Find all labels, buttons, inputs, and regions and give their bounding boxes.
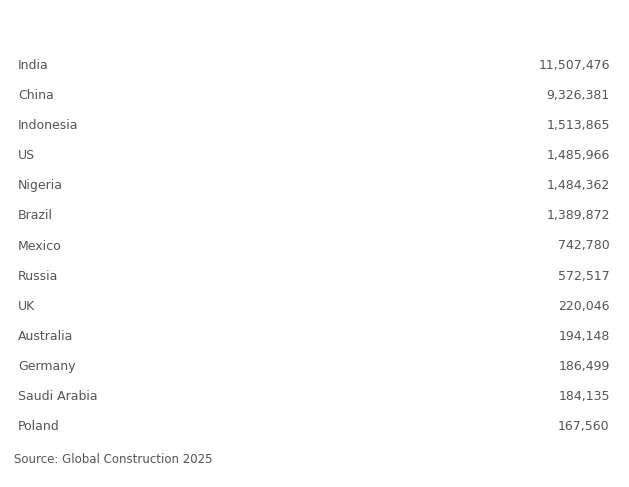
Text: Russia: Russia — [18, 270, 58, 282]
Text: Australia: Australia — [18, 330, 73, 343]
Text: Source: Global Construction 2025: Source: Global Construction 2025 — [14, 452, 213, 466]
Text: 184,135: 184,135 — [559, 390, 610, 403]
Text: 186,499: 186,499 — [559, 360, 610, 373]
Text: US: US — [18, 149, 35, 162]
Text: 572,517: 572,517 — [558, 270, 610, 282]
Text: 9,326,381: 9,326,381 — [547, 89, 610, 102]
Text: Saudi Arabia: Saudi Arabia — [18, 390, 97, 403]
Text: UK: UK — [18, 300, 35, 313]
Text: Germany: Germany — [18, 360, 75, 373]
Text: 1,484,362: 1,484,362 — [547, 179, 610, 192]
Text: Annual average housing completions 2012-2025: Annual average housing completions 2012-… — [14, 18, 450, 33]
Text: 194,148: 194,148 — [559, 330, 610, 343]
Text: Indonesia: Indonesia — [18, 119, 78, 132]
Text: 1,389,872: 1,389,872 — [546, 209, 610, 223]
Text: China: China — [18, 89, 53, 102]
Text: Brazil: Brazil — [18, 209, 53, 223]
Text: 220,046: 220,046 — [559, 300, 610, 313]
Text: 11,507,476: 11,507,476 — [538, 58, 610, 72]
Text: 1,513,865: 1,513,865 — [546, 119, 610, 132]
Text: Nigeria: Nigeria — [18, 179, 63, 192]
Text: India: India — [18, 58, 48, 72]
Text: 167,560: 167,560 — [558, 420, 610, 433]
Text: Mexico: Mexico — [18, 240, 62, 252]
Text: 742,780: 742,780 — [558, 240, 610, 252]
Text: 1,485,966: 1,485,966 — [547, 149, 610, 162]
Text: Poland: Poland — [18, 420, 60, 433]
